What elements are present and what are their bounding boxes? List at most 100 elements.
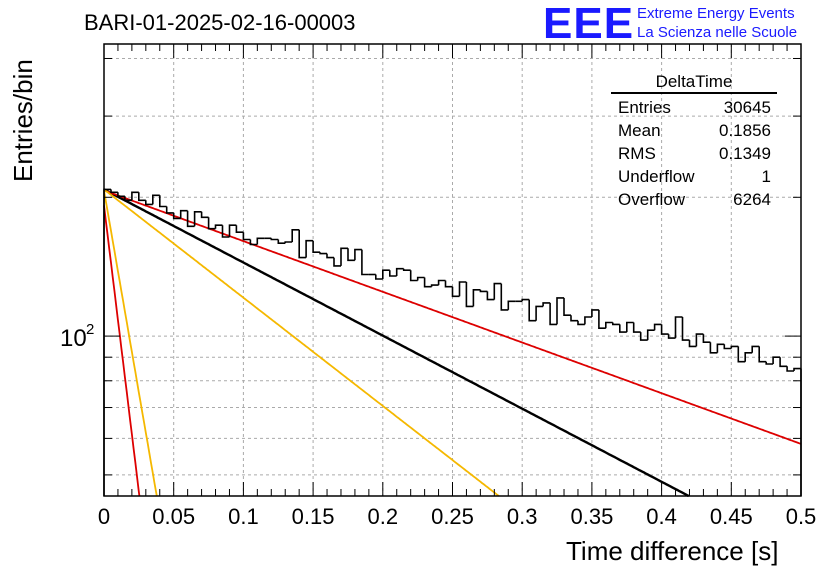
x-axis-label: Time difference [s]	[566, 536, 779, 566]
stats-label: Overflow	[618, 190, 686, 209]
histogram-bin	[291, 229, 300, 242]
histogram-bin	[542, 302, 551, 307]
histogram-bin	[674, 316, 683, 339]
histogram-bin	[653, 323, 662, 331]
histogram-bin	[423, 277, 432, 288]
histogram-bin	[409, 270, 418, 282]
histogram-bin	[395, 267, 404, 276]
histogram-bin	[660, 324, 669, 335]
chart-grid	[104, 44, 801, 496]
histogram-bin	[772, 356, 781, 364]
histogram-bin	[159, 195, 167, 208]
histogram-bin	[270, 238, 279, 241]
eee-logo-text: Extreme Energy Events La Scienza nelle S…	[637, 4, 797, 42]
histogram-bin	[361, 249, 369, 276]
histogram-bin	[242, 232, 251, 241]
y-tick-label: 10	[60, 325, 87, 352]
histogram-bin	[786, 366, 794, 372]
histogram-bin	[584, 316, 592, 325]
histogram-bin	[472, 289, 481, 307]
histogram-bin	[591, 309, 599, 317]
histogram-bin	[626, 321, 634, 333]
histogram-bin	[646, 329, 655, 341]
stats-value: 0.1856	[719, 121, 771, 140]
fit-curve	[103, 188, 690, 498]
x-tick-label: 0.35	[570, 504, 613, 529]
histogram-bin	[172, 212, 181, 220]
histogram-bin	[200, 211, 209, 219]
logo-line2: La Scienza nelle Scuole	[637, 24, 798, 41]
stats-box: DeltaTime Entries 30645 Mean 0.1856 RMS 0.1…	[611, 72, 777, 211]
histogram-bin	[737, 346, 746, 363]
histogram-bin	[702, 334, 711, 343]
histogram-bin	[521, 298, 530, 302]
histogram-bin	[695, 333, 704, 347]
fit-curve	[103, 205, 141, 497]
stats-row: Overflow 6264	[611, 188, 777, 211]
histogram-bin	[500, 283, 509, 311]
histogram-bin	[577, 320, 585, 326]
histogram-bin	[131, 191, 139, 201]
histogram-bin	[382, 269, 390, 279]
x-tick-label: 0.15	[292, 504, 335, 529]
histogram-bin	[612, 322, 620, 326]
x-tick-label: 0.45	[710, 504, 753, 529]
fit-curve	[103, 189, 802, 445]
histogram-bin	[451, 286, 460, 298]
histogram-bin	[605, 321, 613, 329]
histogram-bin	[124, 196, 132, 202]
histogram-bin	[284, 241, 293, 244]
x-tick-label: 0.2	[368, 504, 399, 529]
logo-line1: Extreme Energy Events	[637, 5, 795, 22]
fit-curve	[103, 188, 500, 497]
histogram-bin	[751, 345, 760, 353]
y-axis-label: Entries/bin	[8, 59, 38, 182]
histogram-bin	[375, 274, 383, 280]
stats-value: 0.1349	[719, 144, 771, 163]
histogram-bin	[430, 284, 439, 287]
histogram	[103, 188, 802, 496]
histogram-bin	[145, 200, 153, 206]
histogram-bin	[235, 225, 244, 233]
histogram-bin	[347, 248, 355, 262]
histogram-bin	[193, 211, 202, 227]
tick-labels: 0 0.05 0.1 0.15 0.2 0.25 0.3 0.35 0.4 0.45 0.5 10 2	[60, 321, 816, 529]
histogram-bin	[333, 257, 341, 267]
histogram-bin	[277, 239, 286, 244]
histogram-bin	[598, 309, 606, 329]
histogram-bin	[528, 299, 537, 322]
histogram-bin	[758, 346, 767, 363]
y-tick-exponent: 2	[86, 321, 94, 338]
histogram-bin	[779, 357, 788, 368]
histogram-bin	[723, 344, 732, 350]
histogram-bin	[632, 322, 641, 333]
histogram-bin	[458, 281, 467, 297]
histogram-bin	[465, 282, 474, 308]
stats-title: DeltaTime	[611, 72, 777, 94]
histogram-bin	[249, 239, 258, 246]
histogram-bin	[214, 224, 223, 229]
stats-label: Entries	[618, 98, 671, 117]
x-tick-label: 0.4	[646, 504, 677, 529]
histogram-bin	[667, 334, 676, 339]
stats-value: 1	[761, 167, 771, 186]
histogram-bin	[549, 302, 557, 326]
stats-label: RMS	[618, 144, 656, 163]
histogram-bin	[207, 217, 216, 230]
histogram-bin	[138, 192, 146, 202]
histogram-bin	[256, 237, 265, 245]
histogram-bin	[402, 268, 411, 271]
histogram-bin	[437, 279, 446, 286]
histogram-bin	[639, 332, 648, 341]
histogram-bin	[110, 189, 118, 194]
stats-value: 30645	[723, 98, 771, 117]
histogram-bin	[563, 297, 571, 316]
histogram-bin	[507, 300, 516, 310]
histogram-bin	[228, 224, 237, 237]
histogram-bin	[416, 276, 425, 281]
histogram-bin	[619, 324, 627, 333]
histogram-bin	[793, 367, 801, 371]
x-tick-label: 0.05	[152, 504, 195, 529]
stats-label: Underflow	[618, 167, 695, 186]
